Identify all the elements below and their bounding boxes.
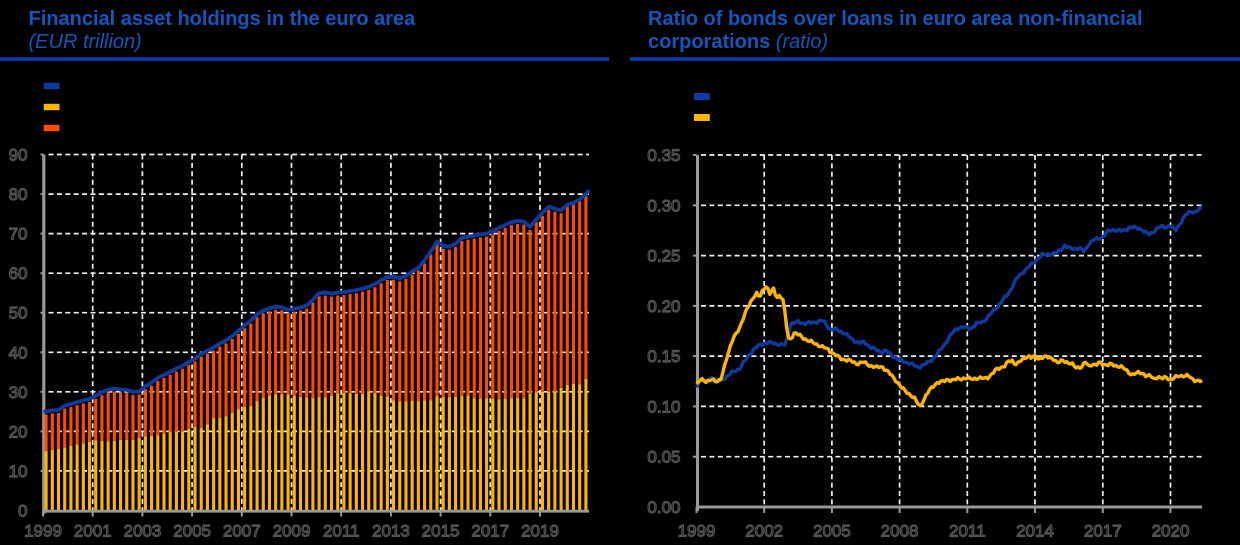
svg-text:60: 60 — [9, 264, 28, 283]
svg-text:20: 20 — [9, 422, 28, 441]
svg-text:2008: 2008 — [881, 522, 919, 541]
svg-text:1999: 1999 — [24, 522, 62, 541]
svg-text:10: 10 — [9, 462, 28, 481]
svg-text:Financial asset holdings in th: Financial asset holdings in the euro are… — [29, 8, 417, 30]
svg-text:0.20: 0.20 — [647, 297, 680, 316]
svg-text:90: 90 — [9, 146, 28, 165]
svg-text:0.05: 0.05 — [647, 448, 680, 467]
svg-text:0.25: 0.25 — [647, 247, 680, 266]
svg-text:2003: 2003 — [123, 522, 161, 541]
svg-text:0.35: 0.35 — [647, 146, 680, 165]
svg-text:2019: 2019 — [521, 522, 559, 541]
svg-text:2014: 2014 — [1016, 522, 1054, 541]
svg-text:0.00: 0.00 — [647, 498, 680, 517]
svg-text:0.15: 0.15 — [647, 347, 680, 366]
svg-text:2009: 2009 — [273, 522, 311, 541]
svg-text:0.10: 0.10 — [647, 397, 680, 416]
svg-text:2011: 2011 — [323, 522, 360, 541]
svg-text:50: 50 — [9, 304, 28, 323]
svg-text:2013: 2013 — [372, 522, 410, 541]
svg-text:2002: 2002 — [745, 522, 783, 541]
svg-text:(EUR trillion): (EUR trillion) — [29, 31, 142, 53]
svg-text:0.30: 0.30 — [647, 196, 680, 215]
svg-text:2017: 2017 — [471, 522, 509, 541]
svg-text:corporations (ratio): corporations (ratio) — [648, 31, 828, 53]
svg-text:70: 70 — [9, 225, 28, 244]
svg-text:2011: 2011 — [949, 522, 986, 541]
svg-text:Ratio of bonds over loans in e: Ratio of bonds over loans in euro area n… — [648, 8, 1143, 30]
svg-text:2020: 2020 — [1152, 522, 1190, 541]
svg-text:2007: 2007 — [223, 522, 261, 541]
svg-text:0: 0 — [18, 502, 27, 521]
svg-text:2005: 2005 — [173, 522, 211, 541]
svg-text:80: 80 — [9, 185, 28, 204]
svg-text:30: 30 — [9, 383, 28, 402]
svg-text:40: 40 — [9, 343, 28, 362]
svg-text:2005: 2005 — [813, 522, 851, 541]
svg-text:1999: 1999 — [678, 522, 716, 541]
svg-text:2015: 2015 — [422, 522, 460, 541]
svg-text:2001: 2001 — [74, 522, 112, 541]
svg-text:2017: 2017 — [1084, 522, 1122, 541]
